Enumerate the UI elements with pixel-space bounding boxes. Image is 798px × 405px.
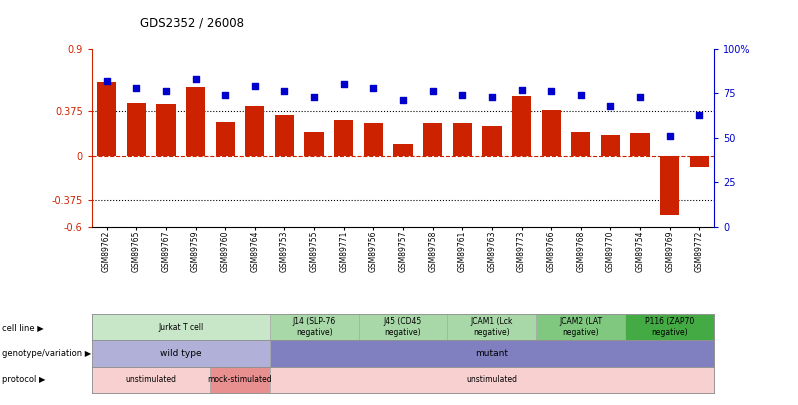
Text: Jurkat T cell: Jurkat T cell [158,322,203,332]
Point [545,88,558,95]
Text: unstimulated: unstimulated [125,375,176,384]
Bar [305,132,324,156]
Text: cell line ▶: cell line ▶ [2,322,43,332]
Bar [275,115,294,156]
Bar [482,126,502,156]
Bar [186,87,205,156]
Bar [334,120,354,156]
Bar [601,135,620,156]
Point [219,92,231,98]
Text: wild type: wild type [160,349,202,358]
Point [397,97,409,104]
Point [130,85,143,91]
Text: genotype/variation ▶: genotype/variation ▶ [2,349,91,358]
Bar [156,104,176,156]
Point [101,77,113,84]
Bar [97,82,117,156]
Bar [689,156,709,167]
Text: J14 (SLP-76
negative): J14 (SLP-76 negative) [292,318,336,337]
Bar [393,144,413,156]
Point [278,88,290,95]
Text: J45 (CD45
negative): J45 (CD45 negative) [384,318,422,337]
Point [575,92,587,98]
Point [338,81,350,87]
Bar [215,122,235,156]
Point [663,133,676,139]
Text: P116 (ZAP70
negative): P116 (ZAP70 negative) [645,318,694,337]
Point [248,83,261,89]
Bar [512,96,531,156]
Point [456,92,468,98]
Bar [364,124,383,156]
Bar [127,103,146,156]
Point [367,85,380,91]
Text: GDS2352 / 26008: GDS2352 / 26008 [140,16,243,29]
Point [604,102,617,109]
Point [485,94,498,100]
Point [426,88,439,95]
Bar [571,132,591,156]
Text: mock-stimulated: mock-stimulated [207,375,272,384]
Bar [452,124,472,156]
Point [308,94,321,100]
Bar [423,124,442,156]
Point [693,111,705,118]
Text: mutant: mutant [476,349,508,358]
Point [189,76,202,82]
Text: protocol ▶: protocol ▶ [2,375,45,384]
Text: JCAM2 (LAT
negative): JCAM2 (LAT negative) [559,318,602,337]
Point [634,94,646,100]
Point [160,88,172,95]
Text: JCAM1 (Lck
negative): JCAM1 (Lck negative) [471,318,513,337]
Bar [245,106,264,156]
Point [516,86,528,93]
Text: unstimulated: unstimulated [466,375,517,384]
Bar [660,156,679,215]
Bar [542,111,561,156]
Bar [630,133,650,156]
